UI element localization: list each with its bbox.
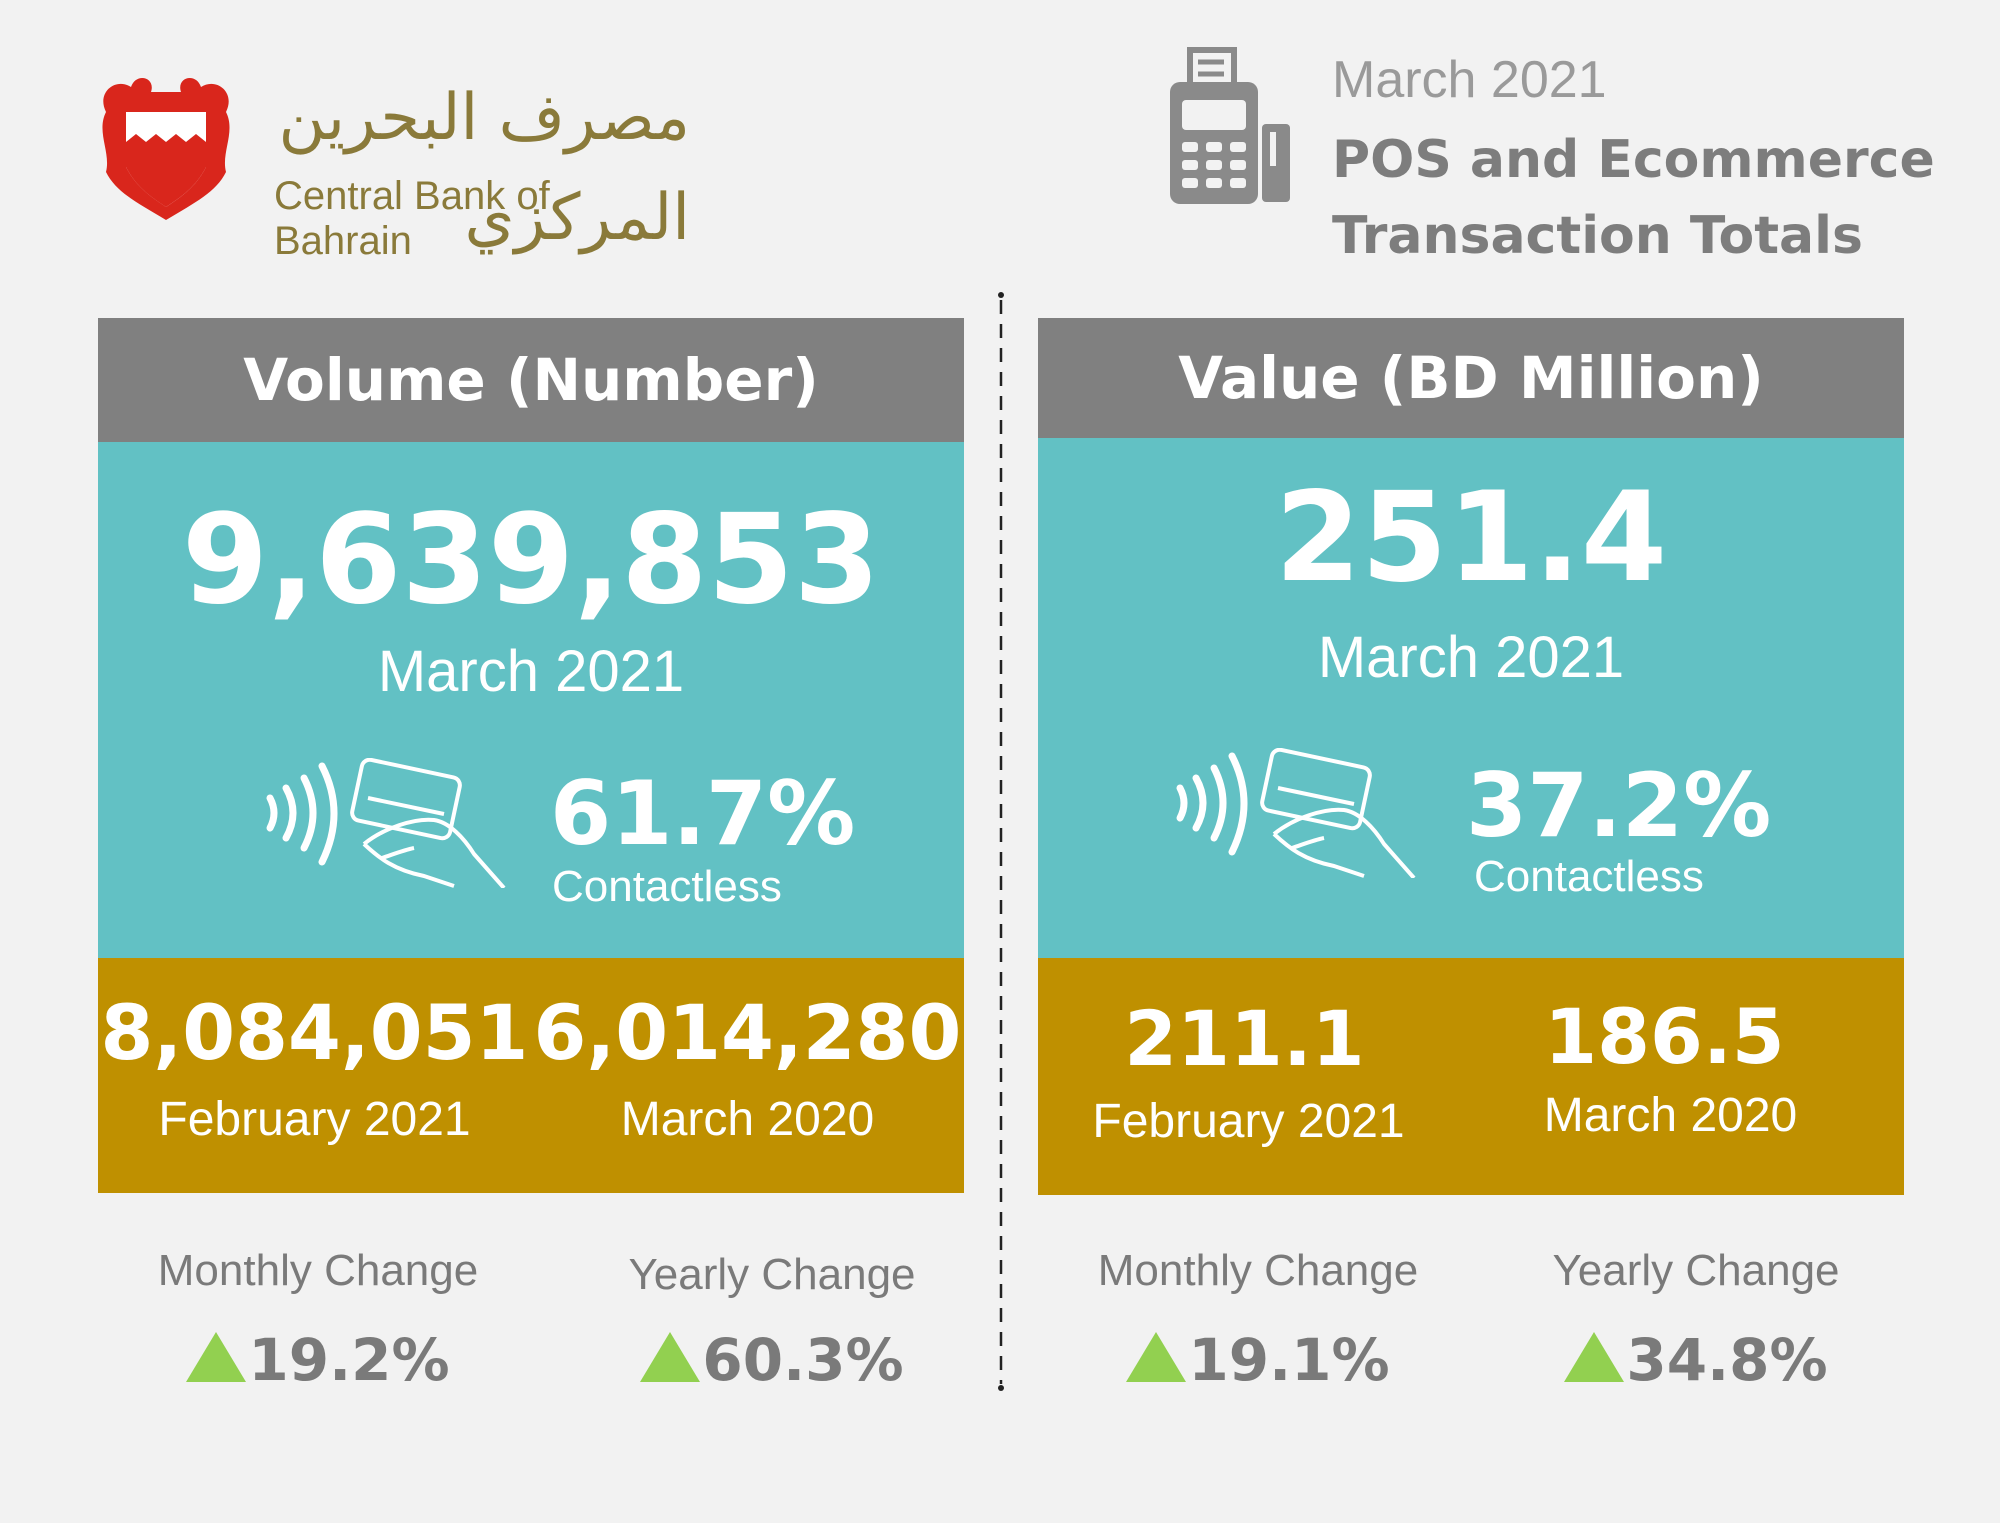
value-contactless-label: Contactless [1474, 852, 1704, 901]
volume-contactless-label: Contactless [552, 862, 782, 911]
value-prev-month-label: February 2021 [1092, 1095, 1405, 1148]
header-month: March 2021 [1332, 51, 1607, 109]
volume-prev-year-value: 6,014,280 [533, 988, 962, 1077]
bank-name-arabic: مصرف البحرين المركزي [278, 81, 690, 255]
center-divider [998, 292, 1004, 1392]
value-panel: Value (BD Million) 251.4 March 2021 [1038, 318, 1904, 1195]
bank-name-english: Central Bank of Bahrain [274, 174, 550, 263]
value-yearly-change-label: Yearly Change [1552, 1246, 1840, 1295]
volume-contactless-pct: 61.7% [550, 762, 856, 865]
contactless-card-icon [264, 757, 524, 890]
volume-main-section: 9,639,853 March 2021 61.7% Co [98, 442, 964, 958]
value-yearly-change-value: 34.8% [1626, 1326, 1828, 1394]
volume-panel-title: Volume (Number) [98, 318, 964, 442]
volume-current-value: 9,639,853 [181, 488, 881, 632]
value-yearly-change: 34.8% [1486, 1326, 1906, 1394]
up-arrow-icon [186, 1332, 247, 1382]
volume-prev-year-label: March 2020 [620, 1093, 875, 1146]
volume-comparison-section: 8,084,051 February 2021 6,014,280 March … [98, 958, 964, 1193]
volume-monthly-change-label: Monthly Change [157, 1246, 479, 1295]
value-main-section: 251.4 March 2021 37.2% Contac [1038, 438, 1904, 958]
value-panel-title: Value (BD Million) [1038, 318, 1904, 438]
header-title: POS and Ecommerce Transaction Totals [1332, 130, 1935, 266]
contactless-card-icon [1174, 747, 1434, 880]
up-arrow-icon [640, 1332, 701, 1382]
pos-terminal-icon [1168, 46, 1292, 206]
value-prev-year-label: March 2020 [1543, 1089, 1798, 1142]
volume-monthly-change: 19.2% [108, 1326, 528, 1394]
value-contactless-pct: 37.2% [1466, 754, 1772, 857]
value-prev-year-value: 186.5 [1544, 992, 1785, 1081]
value-monthly-change: 19.1% [1048, 1326, 1468, 1394]
volume-current-label: March 2021 [377, 639, 685, 704]
volume-yearly-change-label: Yearly Change [628, 1250, 916, 1299]
value-comparison-section: 211.1 February 2021 186.5 March 2020 [1038, 958, 1904, 1195]
value-current-label: March 2021 [1317, 625, 1625, 690]
value-monthly-change-label: Monthly Change [1097, 1246, 1419, 1295]
volume-yearly-change: 60.3% [562, 1326, 982, 1394]
up-arrow-icon [1126, 1332, 1187, 1382]
value-monthly-change-value: 19.1% [1188, 1326, 1390, 1394]
volume-yearly-change-value: 60.3% [702, 1326, 904, 1394]
volume-prev-month-label: February 2021 [158, 1093, 471, 1146]
value-current-value: 251.4 [1274, 466, 1668, 610]
bahrain-emblem-icon [96, 72, 236, 222]
volume-prev-month-value: 8,084,051 [100, 988, 529, 1077]
volume-panel: Volume (Number) 9,639,853 March 2021 [98, 318, 964, 1193]
value-prev-month-value: 211.1 [1124, 994, 1365, 1083]
up-arrow-icon [1564, 1332, 1625, 1382]
volume-monthly-change-value: 19.2% [248, 1326, 450, 1394]
